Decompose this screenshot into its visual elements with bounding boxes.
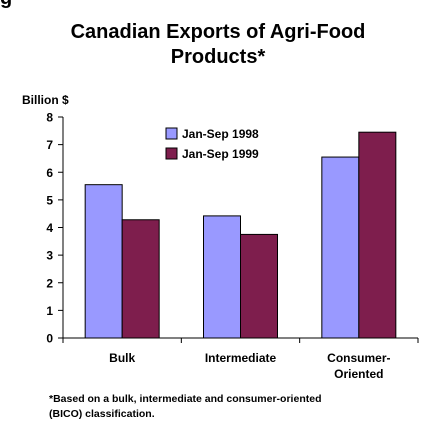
footnote: *Based on a bulk, intermediate and consu… — [49, 392, 379, 422]
y-tick-label: 2 — [46, 276, 53, 290]
bar-1-1 — [84, 184, 123, 339]
y-tick-label: 7 — [46, 138, 53, 152]
x-tick-label: Oriented — [334, 367, 383, 381]
legend-label-2: Jan-Sep 1999 — [182, 147, 259, 161]
x-tick-label: Bulk — [109, 351, 135, 365]
y-axis-label: Billion $ — [22, 93, 69, 107]
y-tick-label: 4 — [46, 221, 53, 235]
bar-2-3 — [358, 131, 397, 339]
y-tick-label: 1 — [46, 304, 53, 318]
y-tick-label: 8 — [46, 111, 53, 125]
legend-swatch-2 — [165, 147, 178, 160]
legend-label-1: Jan-Sep 1998 — [182, 127, 259, 141]
cropped-heading-fragment: g — [0, 0, 12, 8]
y-tick-label: 5 — [46, 193, 53, 207]
bar-1-3 — [321, 156, 360, 339]
legend-swatch-1 — [165, 127, 178, 140]
chart-title-line-1: Canadian Exports of Agri-Food — [70, 21, 366, 43]
x-tick-label: Intermediate — [205, 351, 277, 365]
bar-1-2 — [203, 215, 241, 339]
bar-2-2 — [240, 233, 278, 339]
bar-2-1 — [121, 219, 160, 339]
chart-title: Canadian Exports of Agri-Food Products* — [0, 20, 436, 70]
y-tick-label: 0 — [46, 332, 53, 346]
chart-title-line-2: Products* — [170, 46, 266, 68]
footnote-line-1: *Based on a bulk, intermediate and consu… — [49, 393, 322, 405]
y-tick-label: 3 — [46, 249, 53, 263]
x-tick-label: Consumer- — [327, 351, 390, 365]
y-tick-label: 6 — [46, 166, 53, 180]
footnote-line-2: (BICO) classification. — [49, 408, 155, 420]
